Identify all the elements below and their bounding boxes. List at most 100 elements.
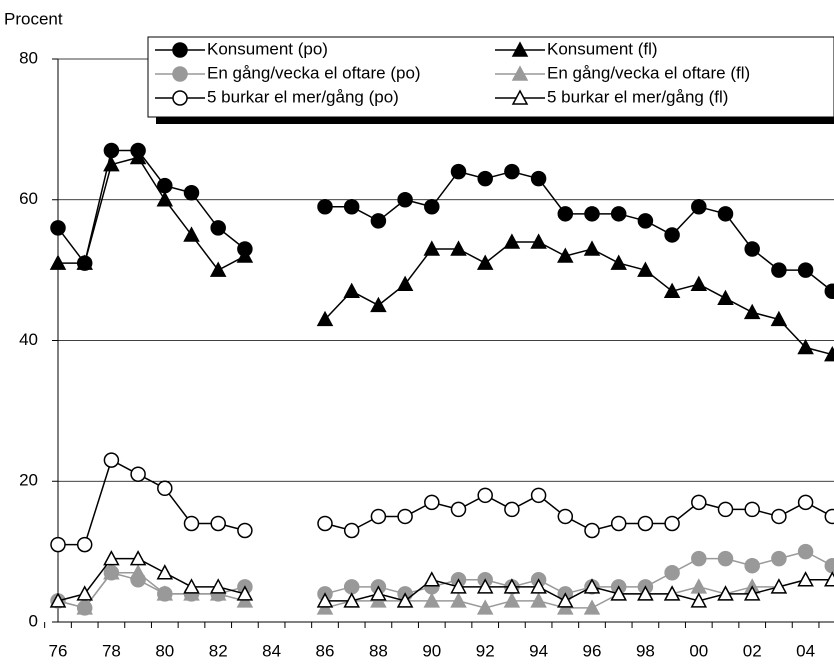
legend-label: En gång/vecka el oftare (po) [207, 63, 421, 82]
marker [156, 564, 174, 580]
marker [584, 522, 600, 539]
marker [664, 515, 680, 532]
marker [824, 283, 834, 299]
marker [50, 536, 66, 553]
marker [663, 282, 681, 298]
marker [557, 508, 574, 525]
marker [797, 494, 814, 511]
marker [183, 226, 200, 242]
x-tick-label: 82 [209, 641, 228, 660]
marker [557, 206, 574, 222]
marker [396, 275, 414, 291]
marker [557, 592, 574, 608]
x-tick-label: 00 [689, 641, 708, 660]
marker [424, 199, 440, 215]
marker [503, 233, 521, 249]
legend-label: 5 burkar el mer/gång (po) [207, 87, 399, 106]
marker [129, 550, 147, 566]
marker [183, 184, 200, 201]
legend-label: En gång/vecka el oftare (fl) [547, 63, 750, 82]
marker [76, 254, 93, 270]
marker [370, 296, 387, 313]
marker [157, 480, 173, 497]
marker [477, 170, 493, 187]
x-tick-label: 04 [796, 641, 815, 660]
y-tick-label: 60 [19, 189, 38, 208]
marker [824, 571, 834, 587]
x-tick-label: 76 [49, 641, 68, 660]
marker [610, 206, 627, 222]
marker [744, 501, 760, 518]
marker [584, 206, 600, 222]
marker [530, 592, 547, 608]
marker [49, 592, 67, 608]
marker [691, 199, 707, 215]
marker [172, 42, 188, 58]
marker [476, 578, 494, 594]
marker [744, 557, 760, 574]
marker [717, 206, 734, 222]
marker [76, 585, 93, 601]
legend-label: Konsument (po) [207, 39, 328, 58]
marker [316, 592, 334, 608]
x-tick-label: 80 [155, 641, 174, 660]
marker [691, 550, 707, 567]
marker [172, 66, 188, 82]
marker [511, 65, 529, 81]
marker [317, 515, 333, 532]
marker [450, 592, 467, 608]
marker [76, 536, 93, 553]
marker [530, 578, 547, 594]
marker [209, 261, 227, 277]
marker [370, 213, 387, 229]
legend [147, 36, 834, 118]
marker [797, 571, 814, 587]
x-tick-label: 94 [529, 641, 548, 660]
marker [370, 585, 387, 601]
marker [103, 142, 120, 159]
marker [511, 89, 529, 105]
x-tick-label: 86 [316, 641, 335, 660]
marker [129, 564, 147, 580]
marker [743, 585, 761, 601]
x-tick-label: 96 [583, 641, 602, 660]
marker [691, 494, 707, 511]
marker [717, 585, 734, 601]
marker [797, 338, 814, 355]
series-line [57, 550, 833, 609]
legend-label: Konsument (fl) [547, 39, 658, 58]
marker [583, 240, 601, 256]
marker [637, 585, 654, 601]
marker [172, 90, 188, 106]
y-tick-label: 20 [19, 471, 38, 490]
x-tick-label: 90 [422, 641, 441, 660]
marker [237, 522, 253, 539]
x-tick-label: 88 [369, 641, 388, 660]
marker [156, 191, 174, 207]
marker [610, 515, 627, 532]
marker [210, 515, 226, 532]
series-line [58, 156, 833, 356]
marker [824, 345, 834, 362]
marker [343, 199, 360, 215]
marker [610, 254, 627, 270]
marker [690, 275, 708, 291]
marker [450, 163, 467, 180]
marker [690, 592, 708, 608]
marker [49, 254, 67, 270]
marker [530, 233, 547, 249]
marker [797, 262, 814, 278]
marker [824, 508, 834, 525]
marker [156, 585, 174, 601]
marker [771, 262, 787, 278]
x-tick-label: 78 [102, 641, 121, 660]
marker [343, 522, 360, 539]
x-tick-label: 84 [262, 641, 281, 660]
marker [210, 220, 226, 236]
marker [797, 543, 814, 560]
marker [450, 501, 467, 518]
marker [476, 254, 494, 270]
marker [717, 550, 734, 567]
marker [103, 155, 120, 172]
marker [343, 579, 360, 595]
